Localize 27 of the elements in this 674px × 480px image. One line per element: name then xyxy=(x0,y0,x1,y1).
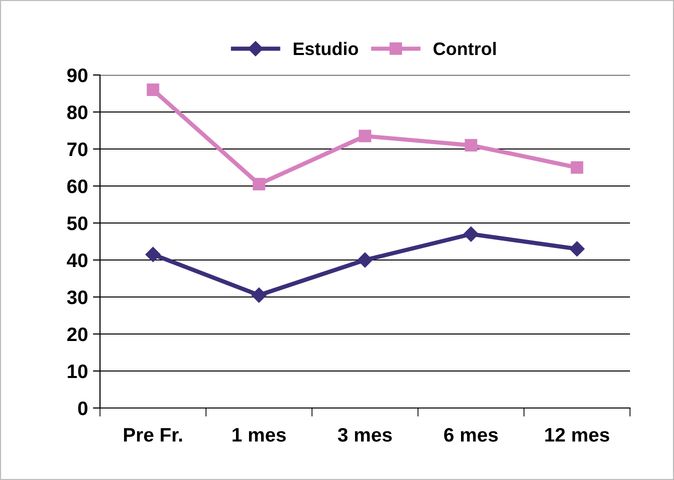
point xyxy=(251,288,267,303)
y-tick-label: 80 xyxy=(67,105,88,120)
x-tick-label: 12 mes xyxy=(545,428,610,442)
y-tick-label: 30 xyxy=(67,290,88,304)
point xyxy=(570,161,584,174)
point xyxy=(463,226,479,242)
y-tick-label: 90 xyxy=(67,68,88,82)
x-tick-label: 3 mes xyxy=(338,428,392,442)
y-tick-label: 0 xyxy=(78,401,88,416)
y-tick-label: 10 xyxy=(68,364,88,378)
point xyxy=(146,84,160,96)
y-tick-label: 20 xyxy=(67,327,88,342)
point xyxy=(145,246,161,262)
legend-label: Estudio xyxy=(294,42,358,56)
legend-label: Control xyxy=(434,42,496,56)
y-tick-label: 70 xyxy=(67,142,88,156)
x-tick-label: Pre Fr. xyxy=(124,428,182,442)
point xyxy=(358,130,372,142)
y-tick-label: 50 xyxy=(67,216,88,230)
point xyxy=(252,178,266,190)
y-tick-label: 40 xyxy=(66,253,88,268)
x-tick-label: 1 mes xyxy=(232,428,286,442)
point xyxy=(464,139,478,152)
point xyxy=(569,241,585,256)
point xyxy=(357,252,373,268)
x-tick-label: 6 mes xyxy=(444,428,498,442)
y-tick-label: 60 xyxy=(67,179,88,194)
